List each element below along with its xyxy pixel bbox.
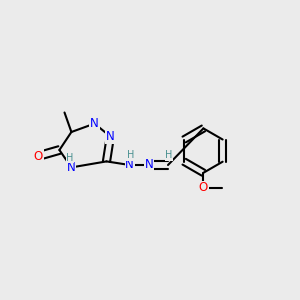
Text: H: H: [165, 150, 172, 161]
Text: N: N: [145, 158, 154, 172]
Text: H: H: [66, 153, 74, 163]
Text: N: N: [67, 161, 76, 174]
Text: H: H: [127, 150, 134, 161]
Text: N: N: [125, 158, 134, 172]
Text: N: N: [106, 130, 115, 143]
Text: O: O: [34, 149, 43, 163]
Text: O: O: [199, 181, 208, 194]
Text: N: N: [90, 117, 99, 130]
